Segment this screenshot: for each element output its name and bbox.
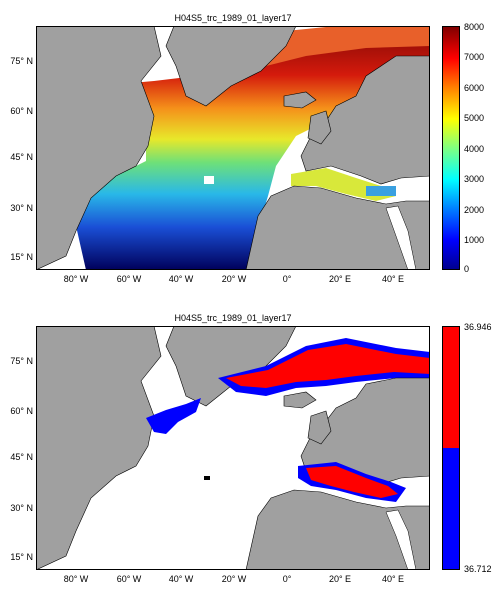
- bottom-xtick-40e: 40° E: [381, 574, 405, 584]
- band-labrador-blue: [146, 398, 201, 434]
- top-cbar-tick-5000: 5000: [464, 113, 485, 123]
- bottom-map: [36, 326, 430, 570]
- land-iceland: [283, 391, 317, 409]
- bottom-ytick-30n: 30° N: [10, 503, 33, 513]
- bottom-ytick-75n: 75° N: [10, 356, 33, 366]
- top-xtick-60w: 60° W: [116, 274, 142, 284]
- top-cbar-tick-7000: 7000: [464, 52, 485, 62]
- bottom-ytick-15n: 15° N: [10, 552, 33, 562]
- top-xtick-20e: 20° E: [328, 274, 352, 284]
- red-sea: [385, 205, 417, 270]
- bottom-xtick-60w: 60° W: [116, 574, 142, 584]
- top-map: [36, 26, 430, 270]
- top-cbar-tick-4000: 4000: [464, 144, 485, 154]
- island-azores: [204, 176, 214, 184]
- red-sea: [385, 509, 417, 570]
- data-field-east-med: [366, 186, 396, 196]
- land-british-isles: [307, 410, 332, 445]
- top-ytick-75n: 75° N: [10, 56, 33, 66]
- bottom-xtick-80w: 80° W: [63, 574, 89, 584]
- top-ytick-30n: 30° N: [10, 203, 33, 213]
- top-xtick-0: 0°: [282, 274, 292, 284]
- island-azores: [204, 476, 210, 480]
- land-europe: [300, 55, 430, 185]
- bottom-xtick-40w: 40° W: [168, 574, 194, 584]
- land-iceland: [283, 91, 317, 109]
- top-xtick-20w: 20° W: [221, 274, 247, 284]
- bottom-xtick-0: 0°: [282, 574, 292, 584]
- bottom-ytick-45n: 45° N: [10, 452, 33, 462]
- top-ytick-45n: 45° N: [10, 152, 33, 162]
- land-british-isles: [307, 110, 332, 145]
- band-nordic-red: [226, 344, 430, 388]
- top-xtick-80w: 80° W: [63, 274, 89, 284]
- land-africa: [245, 489, 430, 570]
- bottom-cbar-tick-max: 36.946: [464, 322, 492, 332]
- data-field: [76, 32, 430, 270]
- top-cbar-tick-3000: 3000: [464, 174, 485, 184]
- land-africa: [245, 185, 430, 270]
- top-ytick-15n: 15° N: [10, 252, 33, 262]
- top-cbar-tick-2000: 2000: [464, 205, 485, 215]
- top-cbar-tick-8000: 8000: [464, 22, 485, 32]
- top-ytick-60n: 60° N: [10, 106, 33, 116]
- top-xtick-40e: 40° E: [381, 274, 405, 284]
- top-map-title: H04S5_trc_1989_01_layer17: [174, 13, 292, 23]
- bottom-ytick-60n: 60° N: [10, 406, 33, 416]
- band-med-red: [306, 466, 398, 498]
- top-colorbar: [442, 26, 460, 270]
- bottom-cbar-tick-min: 36.712: [464, 564, 492, 574]
- bottom-map-panel: H04S5_trc_1989_01_layer17 75° N 60° N 45…: [0, 300, 500, 600]
- top-cbar-tick-6000: 6000: [464, 83, 485, 93]
- top-cbar-tick-1000: 1000: [464, 235, 485, 245]
- land-europe: [300, 377, 430, 485]
- land-greenland: [165, 26, 297, 107]
- bottom-xtick-20w: 20° W: [221, 574, 247, 584]
- bottom-colorbar: [442, 326, 460, 570]
- bottom-xtick-20e: 20° E: [328, 574, 352, 584]
- top-map-panel: H04S5_trc_1989_01_layer17: [10, 13, 485, 284]
- top-xtick-40w: 40° W: [168, 274, 194, 284]
- land-north-america: [36, 326, 162, 570]
- top-cbar-tick-0: 0: [464, 264, 470, 274]
- land-north-america: [36, 26, 162, 270]
- land-greenland: [165, 326, 297, 407]
- bottom-map-title: H04S5_trc_1989_01_layer17: [174, 313, 292, 323]
